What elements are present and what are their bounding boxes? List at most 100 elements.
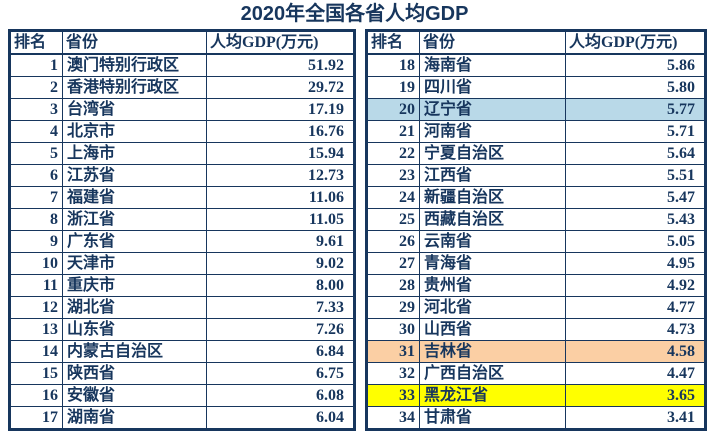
table-row: 13 山东省 7.26 bbox=[9, 318, 355, 341]
table-row: 10 天津市 9.02 bbox=[9, 252, 355, 275]
cell-gdp: 29.72 bbox=[206, 76, 355, 99]
cell-rank: 28 bbox=[366, 274, 420, 297]
cell-gdp: 8.00 bbox=[206, 274, 355, 297]
cell-gdp: 5.80 bbox=[565, 76, 706, 99]
cell-province: 澳门特别行政区 bbox=[62, 53, 207, 77]
cell-province: 内蒙古自治区 bbox=[62, 340, 207, 363]
cell-province: 上海市 bbox=[62, 142, 207, 165]
cell-province: 云南省 bbox=[419, 230, 566, 253]
table-row: 19 四川省 5.80 bbox=[366, 76, 706, 99]
cell-province: 福建省 bbox=[62, 186, 207, 209]
cell-gdp: 51.92 bbox=[206, 53, 355, 77]
cell-rank: 32 bbox=[366, 362, 420, 385]
column-header-gdp: 人均GDP(万元) bbox=[206, 30, 355, 55]
cell-province: 贵州省 bbox=[419, 274, 566, 297]
cell-rank: 21 bbox=[366, 120, 420, 143]
cell-gdp: 5.51 bbox=[565, 164, 706, 187]
cell-rank: 27 bbox=[366, 252, 420, 275]
cell-province: 西藏自治区 bbox=[419, 208, 566, 231]
table-row: 5 上海市 15.94 bbox=[9, 142, 355, 165]
cell-rank: 5 bbox=[9, 142, 63, 165]
table-row: 9 广东省 9.61 bbox=[9, 230, 355, 253]
cell-rank: 16 bbox=[9, 384, 63, 407]
cell-rank: 7 bbox=[9, 186, 63, 209]
cell-gdp: 5.64 bbox=[565, 142, 706, 165]
cell-province: 甘肃省 bbox=[419, 406, 566, 430]
cell-rank: 12 bbox=[9, 296, 63, 319]
cell-gdp: 17.19 bbox=[206, 98, 355, 121]
cell-province: 吉林省 bbox=[419, 340, 566, 363]
cell-gdp: 4.58 bbox=[565, 340, 706, 363]
cell-gdp: 5.86 bbox=[565, 53, 706, 77]
table-row: 32 广西自治区 4.47 bbox=[366, 362, 706, 385]
table-row: 28 贵州省 4.92 bbox=[366, 274, 706, 297]
table-row: 20 辽宁省 5.77 bbox=[366, 98, 706, 121]
table-row: 22 宁夏自治区 5.64 bbox=[366, 142, 706, 165]
cell-rank: 19 bbox=[366, 76, 420, 99]
cell-rank: 20 bbox=[366, 98, 420, 121]
cell-province: 湖北省 bbox=[62, 296, 207, 319]
cell-gdp: 7.26 bbox=[206, 318, 355, 341]
cell-rank: 14 bbox=[9, 340, 63, 363]
table-row: 8 浙江省 11.05 bbox=[9, 208, 355, 231]
cell-rank: 17 bbox=[9, 406, 63, 430]
tables-container: 排名 省份 人均GDP(万元) 1 澳门特别行政区 51.92 2 香港特别行政区 29.… bbox=[0, 29, 709, 431]
cell-province: 辽宁省 bbox=[419, 98, 566, 121]
cell-rank: 9 bbox=[9, 230, 63, 253]
table-header-row: 排名 省份 人均GDP(万元) bbox=[366, 30, 706, 55]
cell-gdp: 4.73 bbox=[565, 318, 706, 341]
table-row: 33 黑龙江省 3.65 bbox=[366, 384, 706, 407]
cell-province: 黑龙江省 bbox=[419, 384, 566, 407]
cell-province: 宁夏自治区 bbox=[419, 142, 566, 165]
cell-rank: 6 bbox=[9, 164, 63, 187]
cell-province: 江西省 bbox=[419, 164, 566, 187]
cell-gdp: 11.06 bbox=[206, 186, 355, 209]
cell-rank: 11 bbox=[9, 274, 63, 297]
cell-province: 重庆市 bbox=[62, 274, 207, 297]
cell-rank: 23 bbox=[366, 164, 420, 187]
cell-province: 广西自治区 bbox=[419, 362, 566, 385]
table-row: 34 甘肃省 3.41 bbox=[366, 406, 706, 430]
cell-gdp: 4.92 bbox=[565, 274, 706, 297]
cell-rank: 26 bbox=[366, 230, 420, 253]
column-header-province: 省份 bbox=[419, 30, 566, 55]
table-row: 17 湖南省 6.04 bbox=[9, 406, 355, 430]
table-row: 23 江西省 5.51 bbox=[366, 164, 706, 187]
cell-rank: 13 bbox=[9, 318, 63, 341]
cell-gdp: 4.47 bbox=[565, 362, 706, 385]
cell-gdp: 15.94 bbox=[206, 142, 355, 165]
cell-province: 北京市 bbox=[62, 120, 207, 143]
cell-gdp: 5.77 bbox=[565, 98, 706, 121]
cell-rank: 29 bbox=[366, 296, 420, 319]
table-row: 24 新疆自治区 5.47 bbox=[366, 186, 706, 209]
cell-province: 四川省 bbox=[419, 76, 566, 99]
cell-province: 新疆自治区 bbox=[419, 186, 566, 209]
gdp-table-left: 排名 省份 人均GDP(万元) 1 澳门特别行政区 51.92 2 香港特别行政区 29.… bbox=[8, 29, 356, 431]
page-title: 2020年全国各省人均GDP bbox=[240, 3, 469, 25]
table-row: 2 香港特别行政区 29.72 bbox=[9, 76, 355, 99]
cell-gdp: 6.84 bbox=[206, 340, 355, 363]
cell-gdp: 3.65 bbox=[565, 384, 706, 407]
cell-rank: 30 bbox=[366, 318, 420, 341]
table-row: 31 吉林省 4.58 bbox=[366, 340, 706, 363]
cell-province: 山西省 bbox=[419, 318, 566, 341]
cell-gdp: 7.33 bbox=[206, 296, 355, 319]
cell-province: 河南省 bbox=[419, 120, 566, 143]
cell-gdp: 9.61 bbox=[206, 230, 355, 253]
cell-rank: 10 bbox=[9, 252, 63, 275]
cell-gdp: 5.43 bbox=[565, 208, 706, 231]
cell-province: 浙江省 bbox=[62, 208, 207, 231]
column-header-rank: 排名 bbox=[9, 30, 63, 55]
cell-province: 江苏省 bbox=[62, 164, 207, 187]
table-row: 26 云南省 5.05 bbox=[366, 230, 706, 253]
cell-rank: 34 bbox=[366, 406, 420, 430]
table-row: 16 安徽省 6.08 bbox=[9, 384, 355, 407]
cell-rank: 1 bbox=[9, 53, 63, 77]
cell-gdp: 6.08 bbox=[206, 384, 355, 407]
table-row: 4 北京市 16.76 bbox=[9, 120, 355, 143]
cell-province: 青海省 bbox=[419, 252, 566, 275]
cell-rank: 15 bbox=[9, 362, 63, 385]
cell-rank: 33 bbox=[366, 384, 420, 407]
cell-gdp: 4.95 bbox=[565, 252, 706, 275]
table-row: 11 重庆市 8.00 bbox=[9, 274, 355, 297]
